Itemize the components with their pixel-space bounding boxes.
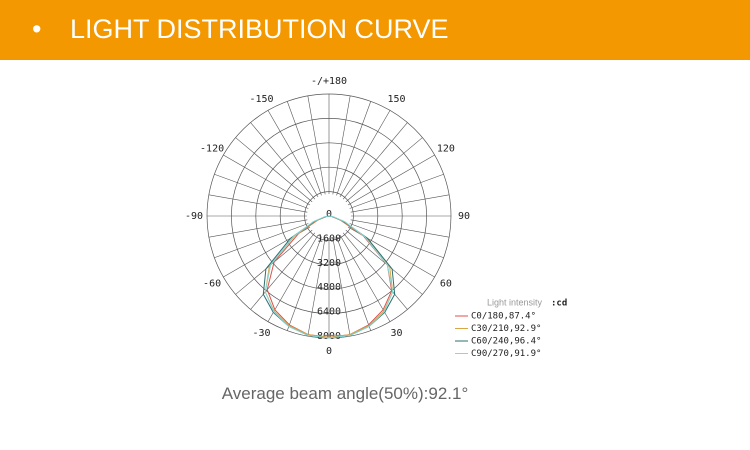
legend-label: C60/240,96.4° (471, 337, 541, 347)
spoke (332, 95, 351, 195)
angle-tick-label: 150 (387, 94, 405, 105)
spoke (208, 219, 308, 238)
grid-circle (255, 142, 403, 290)
angle-tick-label: -90 (185, 211, 203, 222)
curve (264, 215, 394, 339)
spoke (342, 232, 408, 310)
spoke (349, 173, 444, 209)
r-tick-label: 0 (326, 209, 332, 220)
spoke (336, 101, 372, 196)
header-title: LIGHT DISTRIBUTION CURVE (70, 14, 449, 44)
spoke (332, 237, 351, 337)
r-tick-label: 1600 (317, 233, 341, 244)
grid-circle (231, 118, 427, 314)
grid-circle (304, 191, 354, 241)
spoke (214, 173, 309, 209)
spoke (223, 154, 311, 206)
angle-tick-label: 60 (440, 279, 452, 290)
angle-tick-label: -150 (249, 94, 273, 105)
spoke (307, 95, 326, 195)
spoke (342, 122, 408, 200)
header: • LIGHT DISTRIBUTION CURVE (0, 0, 750, 60)
spoke (214, 223, 309, 259)
legend-unit: :cd (551, 299, 567, 309)
angle-tick-label: -/+180 (311, 76, 347, 87)
angle-tick-label: 30 (390, 328, 402, 339)
angle-tick-label: -30 (252, 328, 270, 339)
spoke (345, 137, 423, 203)
spoke (307, 237, 326, 337)
spoke (286, 236, 322, 331)
header-bullet: • (32, 14, 42, 44)
r-tick-label: 6400 (317, 307, 341, 318)
spoke (267, 110, 319, 198)
spoke (208, 194, 308, 213)
legend-label: C30/210,92.9° (471, 324, 541, 334)
angle-tick-label: 120 (437, 144, 455, 155)
spoke (349, 223, 444, 259)
spoke (347, 154, 435, 206)
legend-title: Light intensity (487, 297, 543, 307)
angle-tick-label: -120 (200, 144, 224, 155)
legend-label: C90/270,91.9° (471, 349, 541, 359)
spoke (235, 137, 313, 203)
r-tick-label: 3200 (317, 258, 341, 269)
spoke (339, 110, 391, 198)
grid-circle (279, 166, 379, 266)
spoke (345, 229, 423, 295)
legend-label: C0/180,87.4° (471, 312, 536, 322)
r-tick-label: 8000 (317, 331, 341, 342)
spoke (350, 194, 450, 213)
angle-tick-label: -60 (203, 279, 221, 290)
spoke (250, 232, 316, 310)
spoke (336, 236, 372, 331)
spoke (286, 101, 322, 196)
footnote: Average beam angle(50%):92.1° (221, 384, 469, 403)
spoke (339, 234, 391, 322)
r-tick-label: 4800 (317, 282, 341, 293)
spoke (267, 234, 319, 322)
angle-tick-label: 0 (326, 346, 332, 357)
spoke (350, 219, 450, 238)
spoke (250, 122, 316, 200)
angle-tick-label: 90 (458, 211, 470, 222)
